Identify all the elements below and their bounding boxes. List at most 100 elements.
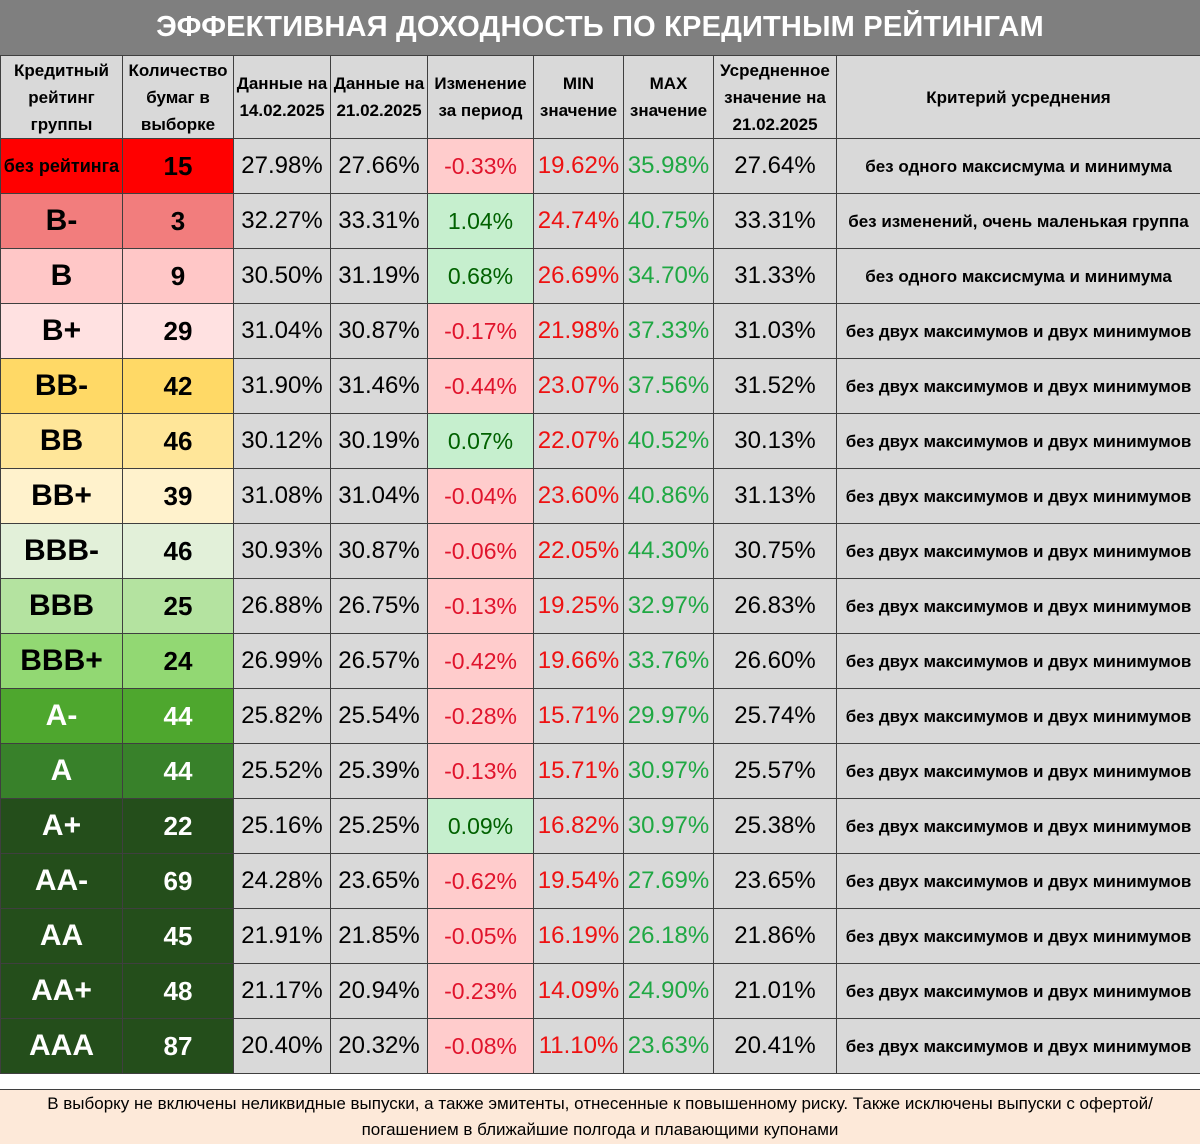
change-cell: -0.44% [427, 358, 534, 414]
avg-cell: 27.64% [713, 138, 837, 194]
max-cell: 40.86% [623, 468, 714, 524]
data-14-02-cell: 25.16% [233, 798, 331, 854]
rating-cell: BBB- [0, 523, 123, 579]
data-14-02-cell: 20.40% [233, 1018, 331, 1074]
max-cell: 30.97% [623, 743, 714, 799]
rating-cell: B+ [0, 303, 123, 359]
count-cell: 24 [122, 633, 234, 689]
data-14-02-cell: 25.82% [233, 688, 331, 744]
rating-cell: BBB [0, 578, 123, 634]
max-cell: 32.97% [623, 578, 714, 634]
header-data-14-02: Данные на 14.02.2025 [233, 55, 331, 139]
ratings-table: Кредитный рейтинг группы Количество бума… [0, 55, 1200, 1074]
avg-cell: 31.13% [713, 468, 837, 524]
avg-cell: 21.86% [713, 908, 837, 964]
table-row: B- 3 32.27% 33.31% 1.04% 24.74% 40.75% 33.31% бе… [0, 193, 1200, 249]
data-14-02-cell: 26.99% [233, 633, 331, 689]
data-21-02-cell: 30.87% [330, 523, 428, 579]
count-cell: 69 [122, 853, 234, 909]
change-cell: -0.17% [427, 303, 534, 359]
rating-cell: B [0, 248, 123, 304]
count-cell: 46 [122, 413, 234, 469]
min-cell: 16.19% [533, 908, 624, 964]
min-cell: 19.62% [533, 138, 624, 194]
change-cell: -0.62% [427, 853, 534, 909]
change-cell: 0.09% [427, 798, 534, 854]
rating-cell: BB [0, 413, 123, 469]
count-cell: 48 [122, 963, 234, 1019]
rating-cell: BB+ [0, 468, 123, 524]
min-cell: 19.25% [533, 578, 624, 634]
table-title: ЭФФЕКТИВНАЯ ДОХОДНОСТЬ ПО КРЕДИТНЫМ РЕЙТ… [0, 0, 1200, 55]
count-cell: 87 [122, 1018, 234, 1074]
min-cell: 22.07% [533, 413, 624, 469]
data-14-02-cell: 30.93% [233, 523, 331, 579]
avg-cell: 26.60% [713, 633, 837, 689]
rating-cell: B- [0, 193, 123, 249]
data-21-02-cell: 31.46% [330, 358, 428, 414]
min-cell: 15.71% [533, 743, 624, 799]
rating-cell: BB- [0, 358, 123, 414]
change-cell: -0.08% [427, 1018, 534, 1074]
table-row: BB+ 39 31.08% 31.04% -0.04% 23.60% 40.86% 31.13… [0, 468, 1200, 524]
max-cell: 29.97% [623, 688, 714, 744]
rating-cell: A [0, 743, 123, 799]
min-cell: 15.71% [533, 688, 624, 744]
change-cell: -0.23% [427, 963, 534, 1019]
criterion-cell: без двух максимумов и двух минимумов [836, 358, 1200, 414]
data-21-02-cell: 31.19% [330, 248, 428, 304]
count-cell: 45 [122, 908, 234, 964]
data-14-02-cell: 27.98% [233, 138, 331, 194]
avg-cell: 30.13% [713, 413, 837, 469]
data-21-02-cell: 30.19% [330, 413, 428, 469]
header-rating: Кредитный рейтинг группы [0, 55, 123, 139]
data-14-02-cell: 24.28% [233, 853, 331, 909]
avg-cell: 26.83% [713, 578, 837, 634]
count-cell: 3 [122, 193, 234, 249]
data-21-02-cell: 31.04% [330, 468, 428, 524]
data-21-02-cell: 25.39% [330, 743, 428, 799]
header-data-21-02: Данные на 21.02.2025 [330, 55, 428, 139]
data-14-02-cell: 21.17% [233, 963, 331, 1019]
table-row: BB- 42 31.90% 31.46% -0.44% 23.07% 37.56% 31.52… [0, 358, 1200, 414]
avg-cell: 20.41% [713, 1018, 837, 1074]
count-cell: 44 [122, 743, 234, 799]
data-14-02-cell: 31.08% [233, 468, 331, 524]
data-21-02-cell: 27.66% [330, 138, 428, 194]
change-cell: -0.06% [427, 523, 534, 579]
criterion-cell: без двух максимумов и двух минимумов [836, 688, 1200, 744]
max-cell: 27.69% [623, 853, 714, 909]
data-21-02-cell: 20.32% [330, 1018, 428, 1074]
avg-cell: 25.57% [713, 743, 837, 799]
header-row: Кредитный рейтинг группы Количество бума… [0, 55, 1200, 139]
avg-cell: 31.03% [713, 303, 837, 359]
data-21-02-cell: 23.65% [330, 853, 428, 909]
min-cell: 19.66% [533, 633, 624, 689]
data-21-02-cell: 30.87% [330, 303, 428, 359]
rating-cell: AA+ [0, 963, 123, 1019]
data-21-02-cell: 20.94% [330, 963, 428, 1019]
change-cell: -0.05% [427, 908, 534, 964]
max-cell: 40.52% [623, 413, 714, 469]
table-row: BBB+ 24 26.99% 26.57% -0.42% 19.66% 33.76% 26.6… [0, 633, 1200, 689]
table-row: A+ 22 25.16% 25.25% 0.09% 16.82% 30.97% 25.38% б… [0, 798, 1200, 854]
data-14-02-cell: 26.88% [233, 578, 331, 634]
min-cell: 11.10% [533, 1018, 624, 1074]
min-cell: 26.69% [533, 248, 624, 304]
table-row: B+ 29 31.04% 30.87% -0.17% 21.98% 37.33% 31.03%… [0, 303, 1200, 359]
table-row: BBB 25 26.88% 26.75% -0.13% 19.25% 32.97% 26.83… [0, 578, 1200, 634]
data-21-02-cell: 26.57% [330, 633, 428, 689]
table-row: B 9 30.50% 31.19% 0.68% 26.69% 34.70% 31.33% без… [0, 248, 1200, 304]
count-cell: 42 [122, 358, 234, 414]
max-cell: 37.33% [623, 303, 714, 359]
criterion-cell: без двух максимумов и двух минимумов [836, 1018, 1200, 1074]
max-cell: 23.63% [623, 1018, 714, 1074]
header-change: Изменение за период [427, 55, 534, 139]
criterion-cell: без двух максимумов и двух минимумов [836, 908, 1200, 964]
min-cell: 14.09% [533, 963, 624, 1019]
rating-cell: AA [0, 908, 123, 964]
criterion-cell: без двух максимумов и двух минимумов [836, 303, 1200, 359]
criterion-cell: без двух максимумов и двух минимумов [836, 468, 1200, 524]
change-cell: -0.33% [427, 138, 534, 194]
